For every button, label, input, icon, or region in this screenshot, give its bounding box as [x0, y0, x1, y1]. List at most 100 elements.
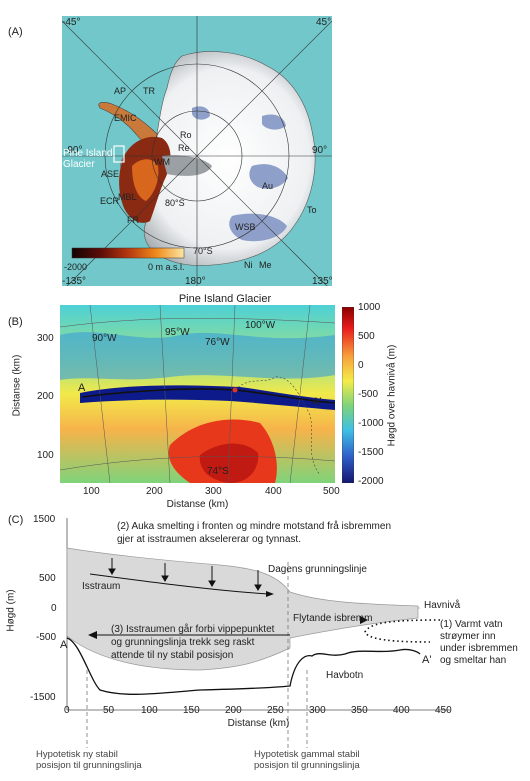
panel-c-ytick-0: 0 [51, 603, 57, 614]
region-emic: EMIC [114, 113, 137, 123]
pine-island-label: Pine Island Glacier [63, 148, 113, 170]
havbotn-label: Havbotn [326, 670, 364, 681]
panel-b-title: Pine Island Glacier [178, 293, 272, 305]
note-2: (2) Auka smelting i fronten og mindre mo… [117, 521, 392, 545]
lat-74s: 74°S [207, 466, 229, 477]
panel-c-ytick-500: 500 [39, 573, 56, 584]
panel-c-xtick-400: 400 [393, 705, 410, 716]
grid-lat-2 [60, 456, 335, 471]
thinning-arrow-4-head [254, 584, 262, 591]
panel-c-xtick-50: 50 [103, 705, 115, 716]
region-ap: AP [114, 86, 127, 96]
region-ecr: ECR [100, 196, 120, 206]
colorbar-gradient [342, 307, 354, 483]
west-antarctica-bed-light [132, 159, 159, 201]
antarctica-map [62, 16, 332, 286]
colorbar-label-wrap: Høgd over havnivå (m) [385, 320, 399, 470]
isstraum-label: Isstraum [82, 581, 121, 592]
basin-small [192, 106, 210, 120]
lon-label-180: 180° [185, 276, 206, 287]
pine-island-box [113, 145, 125, 163]
colorbar-label: Høgd over havnivå (m) [386, 344, 398, 446]
panel-c-ylabel-wrap: Høgd (m) [4, 560, 18, 660]
panel-c-xlabel: Distanse (km) [227, 718, 290, 729]
trough-band [60, 332, 335, 380]
panel-c-xtick-250: 250 [267, 705, 284, 716]
lon-label-m90: -90° [64, 145, 83, 156]
havniva-label: Havnivå [424, 600, 461, 611]
basin-wsb [229, 213, 287, 242]
lon-95w: 95°W [165, 327, 190, 338]
panel-c-xtick-350: 350 [351, 705, 368, 716]
grid-line-3 [227, 305, 236, 483]
panel-b-xtick-200: 200 [146, 486, 163, 497]
cbar-tick-m500: -500 [358, 389, 379, 400]
panel-c-ytick-m1500: -1500 [30, 692, 56, 703]
region-me: Me [259, 260, 272, 270]
panel-b-xtick-100: 100 [83, 486, 100, 497]
cbar-tick-500: 500 [358, 331, 375, 342]
panel-c-xtick-0: 0 [64, 705, 70, 716]
panel-c-xtick-100: 100 [141, 705, 158, 716]
gammal-stabil-label: Hypotetisk gammal stabil posisjon til gr… [254, 749, 360, 771]
ice-stream-arrow [89, 573, 269, 595]
panel-a-letter: (A) [8, 26, 23, 38]
grid-line-1 [89, 305, 111, 483]
lon-76w: 76°W [205, 337, 230, 348]
thinning-arrow-3-head [208, 580, 216, 587]
note-3: (3) Isstraumen går forbi vippepunktet og… [111, 624, 275, 661]
cbar-tick-0: 0 [358, 360, 364, 371]
a-prime-label: A' [422, 654, 432, 666]
panel-c-xtick-450: 450 [435, 705, 452, 716]
colorbar-max-label: 0 m a.s.l. [148, 262, 185, 272]
warm-water-arrow [364, 619, 441, 643]
panel-c-ytick-m500: -500 [36, 632, 57, 643]
dagens-label: Dagens grunningslinje [268, 564, 367, 575]
panel-b-ylabel-wrap: Distanse (km) [10, 320, 24, 450]
region-ase: ASE [101, 169, 120, 179]
cbar-tick-m1500: -1500 [358, 447, 384, 458]
bed-line [66, 637, 421, 695]
region-ro: Ro [180, 130, 192, 140]
cbar-tick-m2000: -2000 [358, 476, 384, 487]
panel-b-xtick-500: 500 [323, 486, 340, 497]
panel-b-ylabel: Distanse (km) [11, 354, 23, 416]
region-to: To [307, 205, 317, 215]
ice-stream-arrow-head [266, 591, 274, 597]
panel-b-ytick-300: 300 [37, 333, 54, 344]
panel-c-letter: (C) [8, 514, 24, 526]
region-tr: TR [143, 86, 155, 96]
lon-label-45: 45° [316, 17, 332, 28]
elevation-colorbar [71, 247, 185, 259]
panel-b-letter: (B) [8, 316, 23, 328]
ny-stabil-label: Hypotetisk ny stabil posisjon til grunni… [36, 749, 142, 771]
panel-b-xtick-400: 400 [265, 486, 282, 497]
panel-b-xtick-300: 300 [205, 486, 222, 497]
panel-b-xlabel: Distanse (km) [166, 499, 229, 510]
lon-label-m45: -45° [62, 17, 81, 28]
lat-label-70: 70°S [193, 246, 213, 256]
grid-line-2 [159, 305, 171, 483]
region-wsb: WSB [235, 222, 256, 232]
warm-water-arrow-head [360, 616, 368, 624]
note-1: (1) Varmt vatn strøymer inn under isbrem… [440, 619, 518, 666]
lon-100w: 100°W [245, 320, 276, 331]
region-au: Au [262, 181, 274, 191]
lon-90w: 90°W [92, 333, 117, 344]
cbar-tick-m1000: -1000 [358, 418, 384, 429]
basin-au [249, 164, 288, 189]
coastline [234, 376, 321, 476]
lon-label-90: 90° [312, 145, 328, 156]
ice-body [66, 547, 419, 671]
panel-c-xtick-300: 300 [309, 705, 326, 716]
region-fr: FR [127, 215, 139, 225]
colorbar-min-label: -2000 [64, 262, 88, 272]
panel-c-xtick-150: 150 [183, 705, 200, 716]
profile-start-label: A [78, 382, 86, 394]
panel-b-ytick-100: 100 [37, 450, 54, 461]
profile-diagram [66, 518, 450, 748]
thinning-arrow-2-head [161, 575, 169, 582]
basin-east [262, 114, 286, 130]
a-label: A [60, 639, 68, 651]
profile-end-label: A' [312, 396, 322, 408]
